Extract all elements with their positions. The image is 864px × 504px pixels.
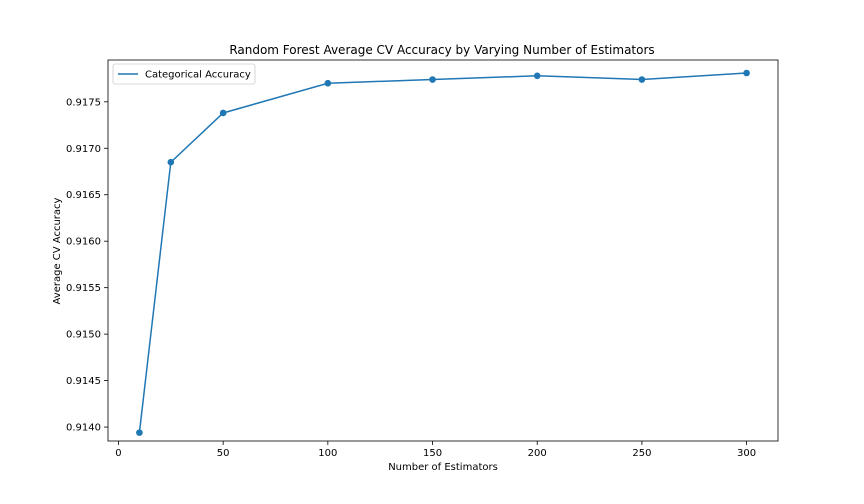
data-point xyxy=(167,158,175,166)
plot-frame xyxy=(107,59,779,442)
x-tick-label: 100 xyxy=(318,448,337,459)
y-tick-label: 0.9170 xyxy=(66,144,101,155)
y-tick-label: 0.9140 xyxy=(66,423,101,434)
chart-title: Random Forest Average CV Accuracy by Var… xyxy=(229,43,654,57)
x-tick-label: 300 xyxy=(737,448,756,459)
data-point xyxy=(324,79,332,87)
y-tick-label: 0.9165 xyxy=(66,190,101,201)
data-point xyxy=(638,76,646,83)
y-tick-label: 0.9150 xyxy=(66,330,101,341)
x-tick-label: 200 xyxy=(528,448,547,459)
series-line xyxy=(138,72,747,433)
data-point xyxy=(429,76,436,83)
legend-box xyxy=(112,63,256,85)
data-point xyxy=(219,109,227,117)
y-axis-title: Average CV Accuracy xyxy=(52,197,63,304)
data-point xyxy=(743,69,750,77)
x-axis: 0 50 100 150 200 250 300 xyxy=(115,441,756,459)
y-axis: 0.9140 0.9145 0.9150 0.9155 0.9160 0.9165 0.91… xyxy=(66,97,108,434)
data-point xyxy=(533,72,541,80)
data-point xyxy=(136,429,143,436)
x-tick-label: 150 xyxy=(423,448,442,459)
plot-area xyxy=(136,69,750,436)
y-tick-label: 0.9155 xyxy=(66,283,101,294)
legend: Categorical Accuracy xyxy=(112,63,256,85)
x-axis-title: Number of Estimators xyxy=(388,462,498,473)
y-tick-label: 0.9160 xyxy=(66,237,101,248)
legend-label: Categorical Accuracy xyxy=(145,70,251,81)
x-tick-label: 0 xyxy=(115,448,121,459)
x-tick-label: 250 xyxy=(632,448,651,459)
y-tick-label: 0.9145 xyxy=(66,376,101,387)
x-tick-label: 50 xyxy=(217,448,230,459)
y-tick-label: 0.9175 xyxy=(66,97,101,108)
